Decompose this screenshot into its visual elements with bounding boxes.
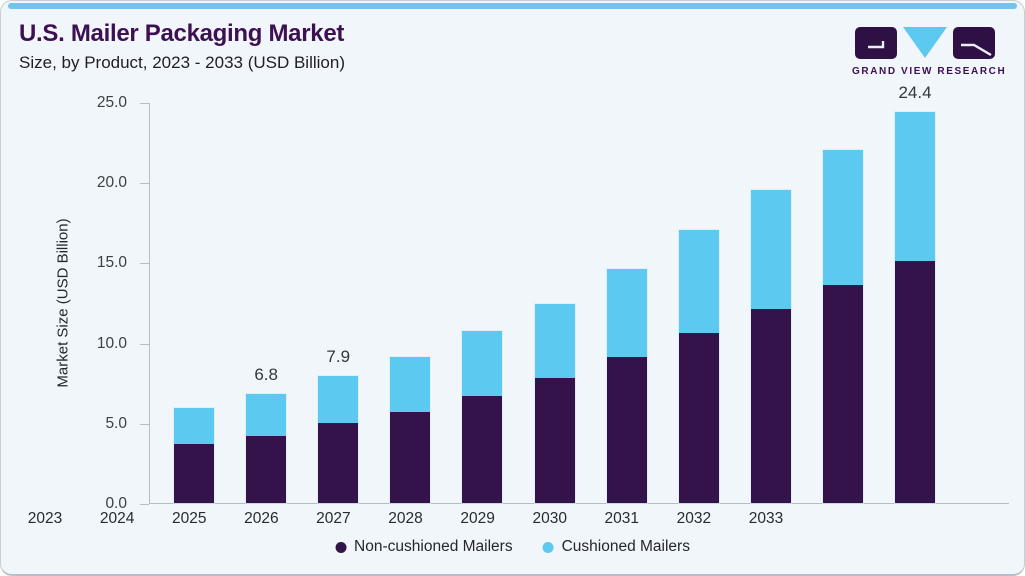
x-axis-label-2033: 2033: [748, 510, 784, 527]
brand-logo-icon: [855, 27, 995, 59]
bar-stack-2030: [678, 230, 719, 503]
bar-column-2025: 7.9: [302, 103, 374, 503]
y-tick-mark: [140, 263, 149, 265]
brand-logo: GRAND VIEW RESEARCH: [852, 25, 1007, 77]
bar-column-2030: [663, 103, 735, 503]
y-tick-mark: [140, 504, 149, 505]
bar-column-2032: [807, 103, 879, 503]
bar-stack-2025: [318, 376, 359, 503]
bar-value-label-2025: 7.9: [326, 347, 351, 367]
bar-segment-non-cushioned-2030: [678, 332, 719, 503]
bar-segment-non-cushioned-2026: [390, 411, 431, 503]
bar-segment-non-cushioned-2027: [462, 395, 503, 503]
bar-column-2027: [446, 103, 518, 503]
bar-column-2024: 6.8: [230, 103, 302, 503]
y-tick-label: 20.0: [96, 174, 127, 192]
bar-column-2023: [158, 103, 230, 503]
x-axis-label-2031: 2031: [604, 510, 640, 527]
x-axis-label-2030: 2030: [532, 510, 567, 527]
bar-segment-non-cushioned-2032: [822, 284, 863, 503]
bar-segment-cushioned-2023: [174, 408, 215, 444]
bar-value-label-2033: 24.4: [898, 82, 932, 102]
bar-stack-2032: [822, 150, 863, 503]
bar-stack-2024: [246, 393, 287, 503]
bar-value-label-2024: 6.8: [254, 364, 278, 384]
bar-segment-cushioned-2029: [606, 268, 647, 358]
chart-header: U.S. Mailer Packaging Market Size, by Pr…: [19, 20, 345, 73]
bar-column-2026: [374, 103, 446, 503]
bar-segment-non-cushioned-2024: [246, 435, 287, 503]
legend-label: Non-cushioned Mailers: [354, 538, 513, 555]
bar-stack-2029: [606, 268, 647, 503]
y-tick-label: 15.0: [96, 254, 127, 272]
x-axis-label-2028: 2028: [388, 510, 423, 527]
bar-segment-non-cushioned-2031: [750, 308, 791, 503]
bar-segment-cushioned-2024: [246, 393, 287, 436]
y-tick-mark: [140, 103, 149, 104]
stacked-bar-chart: 6.8 7.9 24.4: [149, 83, 1009, 504]
legend-item: Cushioned Mailers: [542, 538, 690, 556]
x-axis-label-2024: 2024: [99, 510, 135, 527]
y-tick-mark: [140, 343, 149, 345]
bar-segment-non-cushioned-2023: [174, 443, 215, 503]
bar-segment-cushioned-2028: [534, 304, 575, 378]
x-axis-label-2029: 2029: [460, 510, 495, 527]
bar-stack-2026: [390, 357, 431, 503]
x-axis-label-2026: 2026: [244, 510, 279, 527]
bar-segment-non-cushioned-2029: [606, 357, 647, 503]
bar-stack-2028: [534, 304, 575, 503]
bar-stack-2023: [174, 408, 215, 503]
bar-segment-non-cushioned-2033: [894, 260, 935, 503]
bar-column-2029: [591, 103, 663, 503]
bar-column-2031: [735, 103, 807, 503]
bar-column-2033: 24.4: [879, 83, 951, 503]
bar-column-2028: [518, 103, 590, 503]
bar-segment-cushioned-2033: [894, 111, 935, 261]
y-tick-mark: [140, 183, 149, 185]
chart-subtitle: Size, by Product, 2023 - 2033 (USD Billi…: [19, 53, 345, 73]
y-tick-mark: [140, 423, 149, 425]
bar-segment-cushioned-2030: [678, 230, 719, 333]
bar-segment-non-cushioned-2028: [534, 377, 575, 503]
bar-segment-cushioned-2025: [318, 376, 359, 423]
x-axis-label-2025: 2025: [171, 510, 207, 527]
x-axis-labels: 2023 2024 2025 2026 2027 2028 2029 2030 2031 2032…: [9, 510, 802, 528]
legend-dot-icon: [335, 541, 347, 553]
bar-stack-2031: [750, 190, 791, 503]
chart-legend: Non-cushioned Mailers Cushioned Mailers: [335, 538, 690, 556]
legend-dot-icon: [542, 541, 554, 553]
bar-stack-2033: [894, 111, 935, 503]
page-title: U.S. Mailer Packaging Market: [19, 20, 345, 47]
brand-logo-text: GRAND VIEW RESEARCH: [852, 66, 1007, 77]
y-tick-label: 5.0: [105, 414, 127, 432]
y-tick-label: 10.0: [96, 334, 127, 352]
bar-stack-2027: [462, 331, 503, 503]
legend-item: Non-cushioned Mailers: [335, 538, 513, 556]
y-axis-tick-labels: 0.0 5.0 10.0 15.0 20.0 25.0: [1, 94, 149, 512]
bar-segment-cushioned-2027: [462, 331, 503, 396]
x-axis-label-2032: 2032: [676, 510, 712, 527]
bar-segment-cushioned-2032: [822, 150, 863, 285]
x-axis-label-2023: 2023: [27, 510, 63, 527]
bars-row: 6.8 7.9 24.4: [158, 83, 951, 503]
x-axis-label-2027: 2027: [316, 510, 351, 527]
y-tick-label: 0.0: [105, 495, 127, 512]
bar-segment-non-cushioned-2025: [318, 422, 359, 503]
bar-segment-cushioned-2026: [390, 357, 431, 412]
legend-label: Cushioned Mailers: [561, 538, 690, 555]
accent-top-strip: [8, 3, 1017, 9]
bar-segment-cushioned-2031: [750, 190, 791, 309]
y-tick-label: 25.0: [96, 94, 127, 111]
